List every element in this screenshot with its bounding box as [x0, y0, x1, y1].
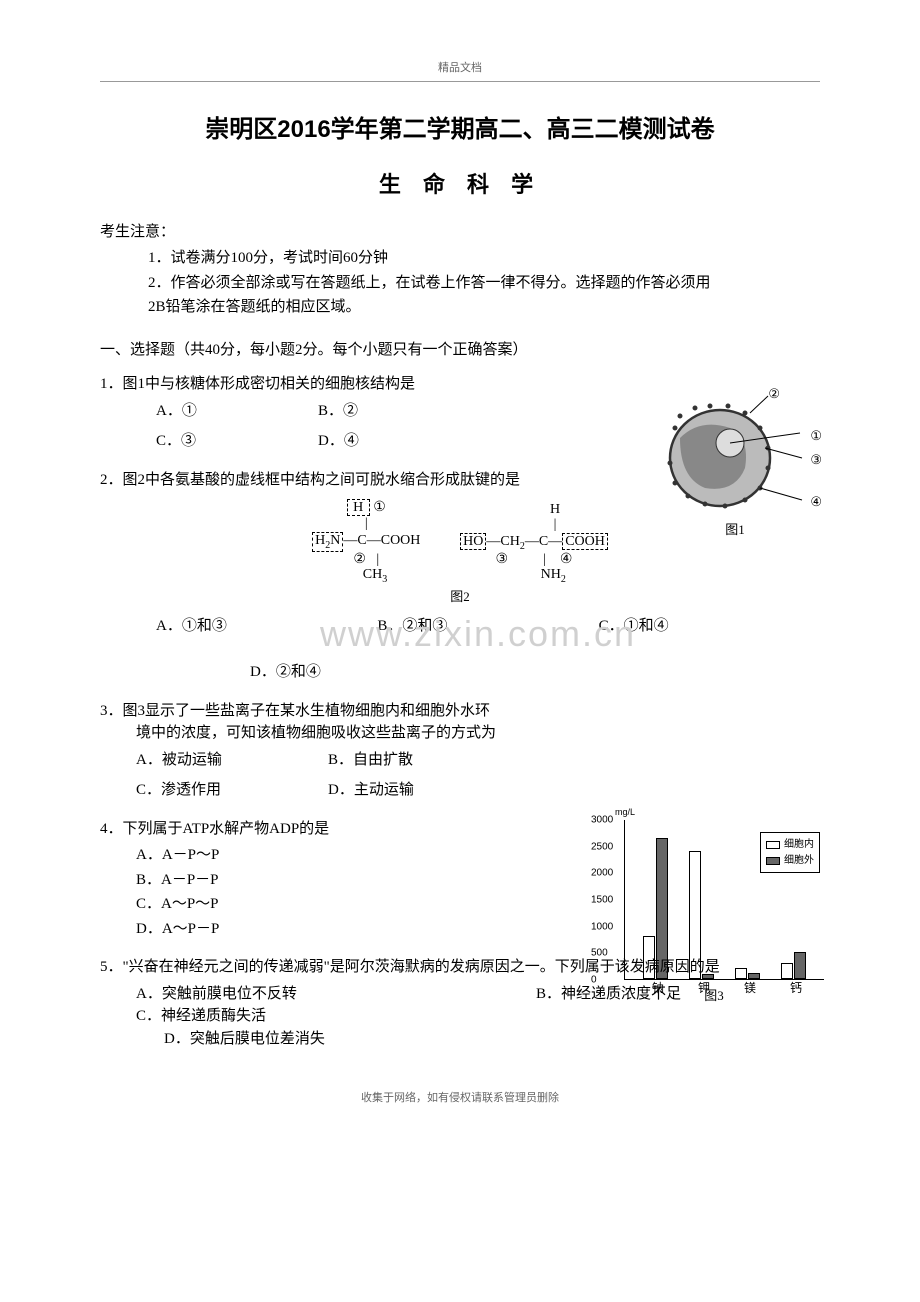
- q1-opt-a: A．①: [156, 400, 318, 423]
- q2-stem: 2．图2中各氨基酸的虚线框中结构之间可脱水缩合形成肽键的是: [100, 469, 820, 492]
- q3-opt-c: C．渗透作用: [136, 779, 328, 802]
- exam-subtitle: 生 命 科 学: [100, 168, 820, 201]
- question-2: 2．图2中各氨基酸的虚线框中结构之间可脱水缩合形成肽键的是 H ① | H2N—…: [100, 469, 820, 684]
- q2-opt-d: D．②和④: [250, 661, 820, 684]
- q1-opt-d: D．④: [318, 430, 480, 453]
- notice-item: 2．作答必须全部涂或写在答题纸上，在试卷上作答一律不得分。选择题的作答必须用: [148, 272, 820, 295]
- circ-4: ④: [560, 552, 573, 567]
- question-3: 3．图3显示了一些盐离子在某水生植物细胞内和细胞外水环 境中的浓度，可知该植物细…: [100, 700, 820, 802]
- exam-title: 崇明区2016学年第二学期高二、高三二模测试卷: [100, 112, 820, 148]
- notice-list: 1．试卷满分100分，考试时间60分钟 2．作答必须全部涂或写在答题纸上，在试卷…: [100, 247, 820, 319]
- q4-stem: 4．下列属于ATP水解产物ADP的是: [100, 818, 820, 841]
- notice-item: 1．试卷满分100分，考试时间60分钟: [148, 247, 820, 270]
- notice-item: 2B铅笔涂在答题纸的相应区域。: [148, 296, 820, 319]
- q5-opt-a: A．突触前膜电位不反转: [136, 983, 536, 1006]
- q3-opt-a: A．被动运输: [136, 749, 328, 772]
- q5-opt-c: C．神经递质酶失活: [136, 1005, 820, 1028]
- page-header: 精品文档: [100, 60, 820, 82]
- q3-opt-d: D．主动运输: [328, 779, 520, 802]
- page-footer: 收集于网络，如有侵权请联系管理员删除: [100, 1090, 820, 1107]
- circ-2: ②: [353, 552, 366, 567]
- notice-label: 考生注意：: [100, 221, 820, 244]
- question-1: 1．图1中与核糖体形成密切相关的细胞核结构是 A．① B．② C．③ D．④: [100, 373, 820, 453]
- q4-opt-a: A．A－P～P: [136, 844, 820, 867]
- q3-stem-line2: 境中的浓度，可知该植物细胞吸收这些盐离子的方式为: [100, 722, 820, 745]
- callout-3: ③: [810, 450, 822, 470]
- q3-stem-line1: 3．图3显示了一些盐离子在某水生植物细胞内和细胞外水环: [100, 700, 820, 723]
- figure-2: H ① | H2N—C—COOH ② | CH3 H | HO—CH2—C—CO…: [100, 499, 820, 607]
- section-title: 一、选择题（共40分，每小题2分。每个小题只有一个正确答案）: [100, 339, 820, 362]
- watermark: www.zixin.com.cn: [320, 607, 636, 661]
- q1-opt-b: B．②: [318, 400, 480, 423]
- circ-3: ③: [496, 552, 509, 567]
- q5-stem: 5．"兴奋在神经元之间的传递减弱"是阿尔茨海默病的发病原因之一。下列属于该发病原…: [100, 956, 820, 979]
- q1-opt-c: C．③: [156, 430, 318, 453]
- figure-2-label: 图2: [100, 587, 820, 607]
- q4-opt-d: D．A～P－P: [136, 918, 820, 941]
- question-4: 4．下列属于ATP水解产物ADP的是 A．A－P～P B．A－P－P C．A～P…: [100, 818, 820, 941]
- q4-opt-b: B．A－P－P: [136, 869, 820, 892]
- circ-1: ①: [373, 500, 386, 515]
- q5-opt-d: D．突触后膜电位差消失: [136, 1028, 820, 1051]
- q3-opt-b: B．自由扩散: [328, 749, 520, 772]
- q1-stem: 1．图1中与核糖体形成密切相关的细胞核结构是: [100, 373, 820, 396]
- q4-opt-c: C．A～P～P: [136, 893, 820, 916]
- q5-opt-b: B．神经递质浓度不足: [536, 983, 820, 1006]
- question-5: 5．"兴奋在神经元之间的传递减弱"是阿尔茨海默病的发病原因之一。下列属于该发病原…: [100, 956, 820, 1050]
